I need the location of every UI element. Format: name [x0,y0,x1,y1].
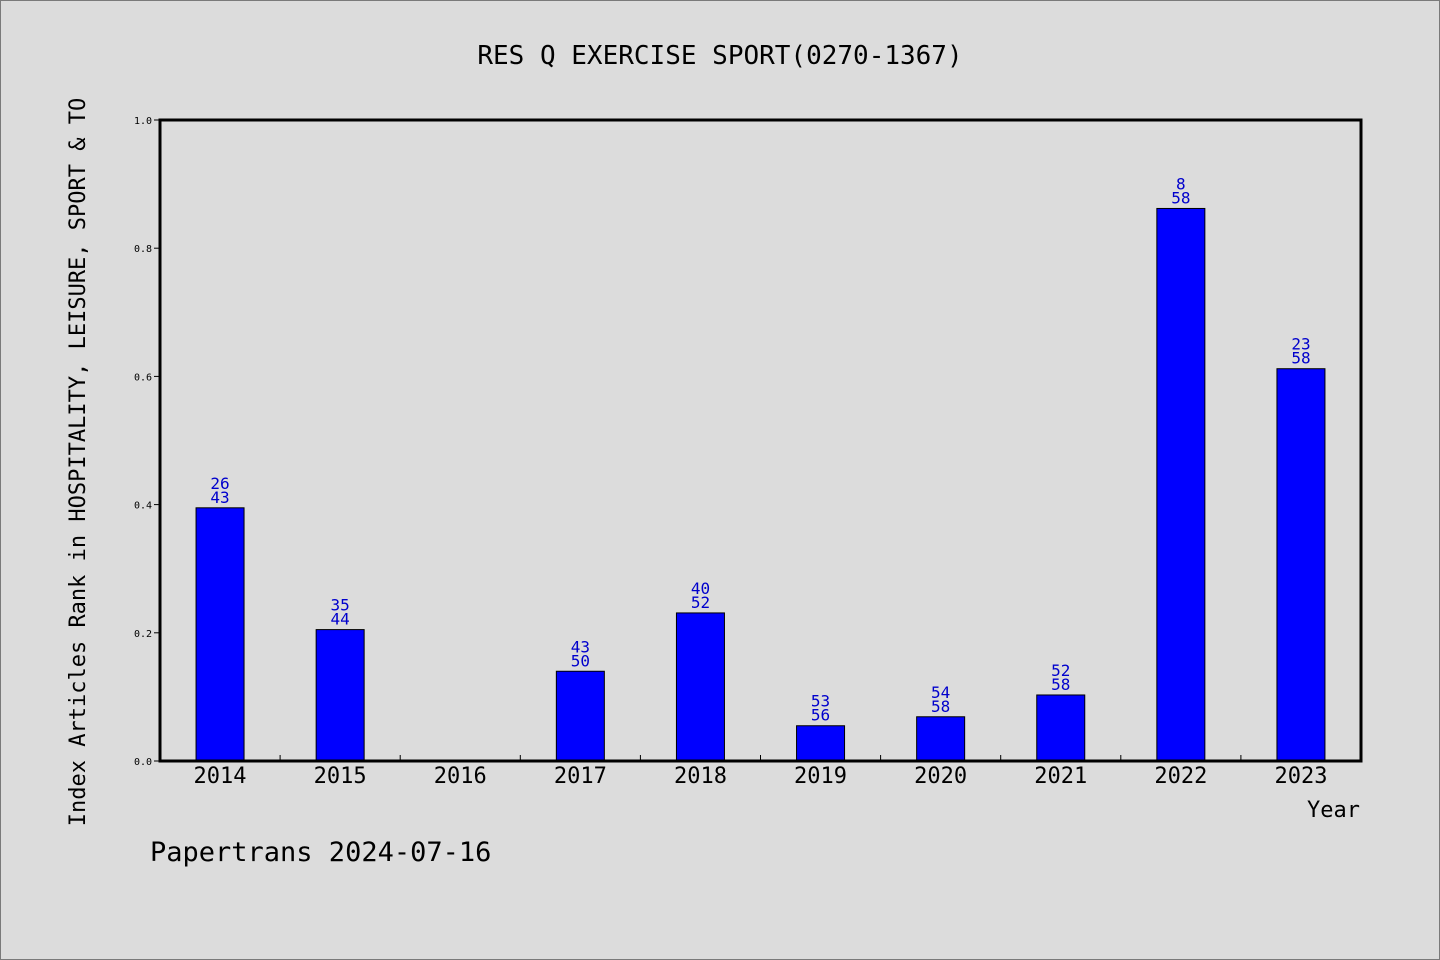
total-label: 44 [331,610,350,629]
bar-2014 [195,507,245,762]
total-label: 50 [571,651,590,670]
total-label: 58 [931,697,950,716]
bar-2019 [796,725,846,762]
rank-label: 26 [210,474,229,493]
total-label: 52 [691,593,710,612]
y-tick-label: 0.8 [134,244,152,255]
rank-label: 43 [571,637,590,656]
y-tick-label: 0.4 [134,501,152,512]
x-tick-label: 2020 [914,764,967,789]
rank-label: 35 [331,596,350,615]
rank-label: 54 [931,683,950,702]
bar-2018 [675,612,725,762]
y-tick-label: 0.6 [134,372,152,383]
total-label: 58 [1051,675,1070,694]
x-tick-label: 2017 [554,764,607,789]
bar-2023 [1276,368,1326,762]
x-tick-label: 2014 [194,764,247,789]
y-tick-label: 1.0 [134,116,152,127]
x-tick-label: 2015 [314,764,367,789]
x-tick-label: 2018 [674,764,727,789]
y-tick-label: 0.0 [134,757,152,768]
rank-label: 23 [1291,335,1310,354]
bar-2020 [916,716,966,762]
total-label: 58 [1291,349,1310,368]
bar-2015 [315,629,365,762]
bars-layer [195,207,1326,762]
y-axis-label: Index Articles Rank in HOSPITALITY, LEIS… [66,98,91,826]
footer-credit: Papertrans 2024-07-16 [150,837,491,868]
bar-2022 [1156,207,1206,762]
chart-title: RES Q EXERCISE SPORT(0270-1367) [477,41,962,71]
rank-label: 52 [1051,661,1070,680]
rank-label: 8 [1176,174,1186,193]
x-axis-label: Year [1307,798,1360,823]
x-tick-label: 2022 [1154,764,1207,789]
total-label: 43 [210,488,229,507]
y-tick-label: 0.2 [134,629,152,640]
x-tick-label: 2023 [1274,764,1327,789]
x-tick-label: 2016 [434,764,487,789]
rank-label: 40 [691,579,710,598]
bar-2017 [555,670,605,762]
x-tick-label: 2021 [1034,764,1087,789]
bar-2021 [1036,694,1086,762]
total-label: 58 [1171,188,1190,207]
x-tick-label: 2019 [794,764,847,789]
rank-label: 53 [811,692,830,711]
plot-area [158,118,1363,763]
total-label: 56 [811,706,830,725]
